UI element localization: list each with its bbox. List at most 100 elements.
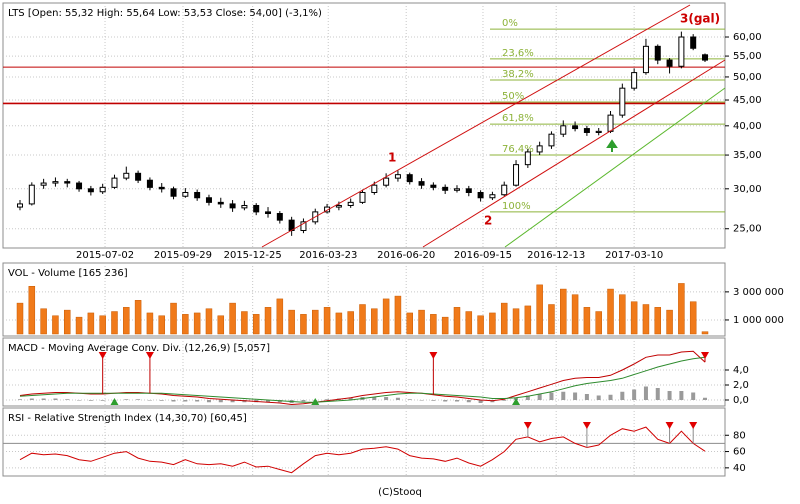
volume-bar <box>217 315 225 335</box>
x-tick-label: 2016-03-23 <box>299 250 357 261</box>
candle-body <box>560 125 567 135</box>
histogram-bar <box>266 400 271 403</box>
volume-bar <box>453 307 461 335</box>
volume-bar <box>16 302 24 335</box>
candle-body <box>501 184 508 196</box>
panels <box>2 2 726 477</box>
volume-bar <box>241 311 248 335</box>
histogram-bar <box>561 391 566 400</box>
histogram-bar <box>77 400 82 401</box>
y-tick-label: 3 000 000 <box>733 287 784 298</box>
candle-body <box>241 204 248 209</box>
volume-bar <box>264 307 272 335</box>
candle-body <box>406 174 413 183</box>
buy-signal <box>512 398 521 405</box>
candle-body <box>194 191 201 199</box>
candle-body <box>619 87 626 116</box>
sell-signal <box>665 422 674 429</box>
candle-body <box>548 133 555 147</box>
candle-body <box>170 188 177 197</box>
volume-bar <box>276 298 284 335</box>
histogram-bar <box>147 400 152 401</box>
volume-bar <box>619 294 626 335</box>
candle-body <box>418 181 425 186</box>
candle-body <box>265 211 272 215</box>
rsi-panel <box>2 407 726 477</box>
candle-body <box>383 177 390 186</box>
candle-body <box>489 194 496 199</box>
volume-bar <box>571 294 579 335</box>
volume-bar <box>123 307 130 335</box>
volume-bar <box>288 309 295 335</box>
arrow <box>606 139 618 152</box>
y-tick-label: 2,0 <box>733 380 749 391</box>
candle-body <box>229 203 236 209</box>
volume-bar <box>300 314 307 335</box>
candle-body <box>17 203 23 208</box>
histogram-bar <box>596 395 601 400</box>
series-line <box>19 350 706 406</box>
histogram-bar <box>384 397 389 400</box>
volume-bar <box>607 288 614 335</box>
y-tick-label: 60 <box>733 447 746 458</box>
sell-signal <box>523 422 532 429</box>
volume-bar <box>146 312 154 335</box>
volume-bar <box>654 307 662 335</box>
y-tick-label: 45,00 <box>733 95 762 106</box>
histogram-bar <box>478 400 483 403</box>
volume-bar <box>465 311 473 335</box>
y-tick-label: 1 000 000 <box>733 315 784 326</box>
histogram-bar <box>195 400 200 402</box>
volume-bar <box>193 312 201 335</box>
series-line <box>19 426 706 474</box>
x-tick-label: 2016-09-15 <box>454 250 512 261</box>
volume-bar <box>205 308 213 335</box>
fib-label: 61,8% <box>502 113 534 124</box>
candle-body <box>524 151 531 166</box>
fib-label: 50% <box>502 91 524 102</box>
volume-bar <box>252 314 260 335</box>
histogram-bar <box>65 399 70 400</box>
histogram-bar <box>407 399 412 400</box>
volume-bar <box>394 295 402 335</box>
fib-label: 23,6% <box>502 48 534 59</box>
histogram-bar <box>100 400 105 401</box>
volume-bar <box>158 315 165 335</box>
candle-body <box>702 54 708 61</box>
histogram-bar <box>206 400 211 403</box>
candle-body <box>40 182 47 186</box>
candle-body <box>583 128 590 133</box>
candle-body <box>87 188 94 193</box>
volume-bar <box>40 308 47 335</box>
candle-body <box>253 204 260 213</box>
candle-body <box>217 201 224 205</box>
histogram-bar <box>171 400 176 402</box>
histogram-bar <box>159 400 164 401</box>
candle-body <box>335 204 342 208</box>
panel-title: MACD - Moving Average Conv. Div. (12,26,… <box>8 343 270 354</box>
candle-body <box>477 191 484 199</box>
candle-body <box>371 184 378 193</box>
volume-bar <box>382 298 390 335</box>
sell-signal <box>98 352 107 359</box>
candle-body <box>572 125 579 130</box>
candle-body <box>28 184 35 205</box>
candle-body <box>690 36 697 49</box>
histogram-bar <box>632 389 637 400</box>
volume-bar <box>560 288 567 335</box>
macd-panel <box>2 337 726 407</box>
fib-label: 0% <box>502 18 518 29</box>
volume-bar <box>701 331 709 335</box>
histogram-bar <box>124 399 129 400</box>
histogram-bar <box>643 386 648 400</box>
fib-label: 38,2% <box>502 69 534 80</box>
x-tick-label: 2016-06-20 <box>377 250 435 261</box>
volume-bar <box>28 286 36 335</box>
histogram-bar <box>443 400 448 402</box>
candle-body <box>146 179 153 188</box>
histogram-bar <box>372 397 377 400</box>
x-tick-label: 2016-12-13 <box>527 250 585 261</box>
candle-body <box>654 45 661 61</box>
sell-signal <box>429 352 438 359</box>
